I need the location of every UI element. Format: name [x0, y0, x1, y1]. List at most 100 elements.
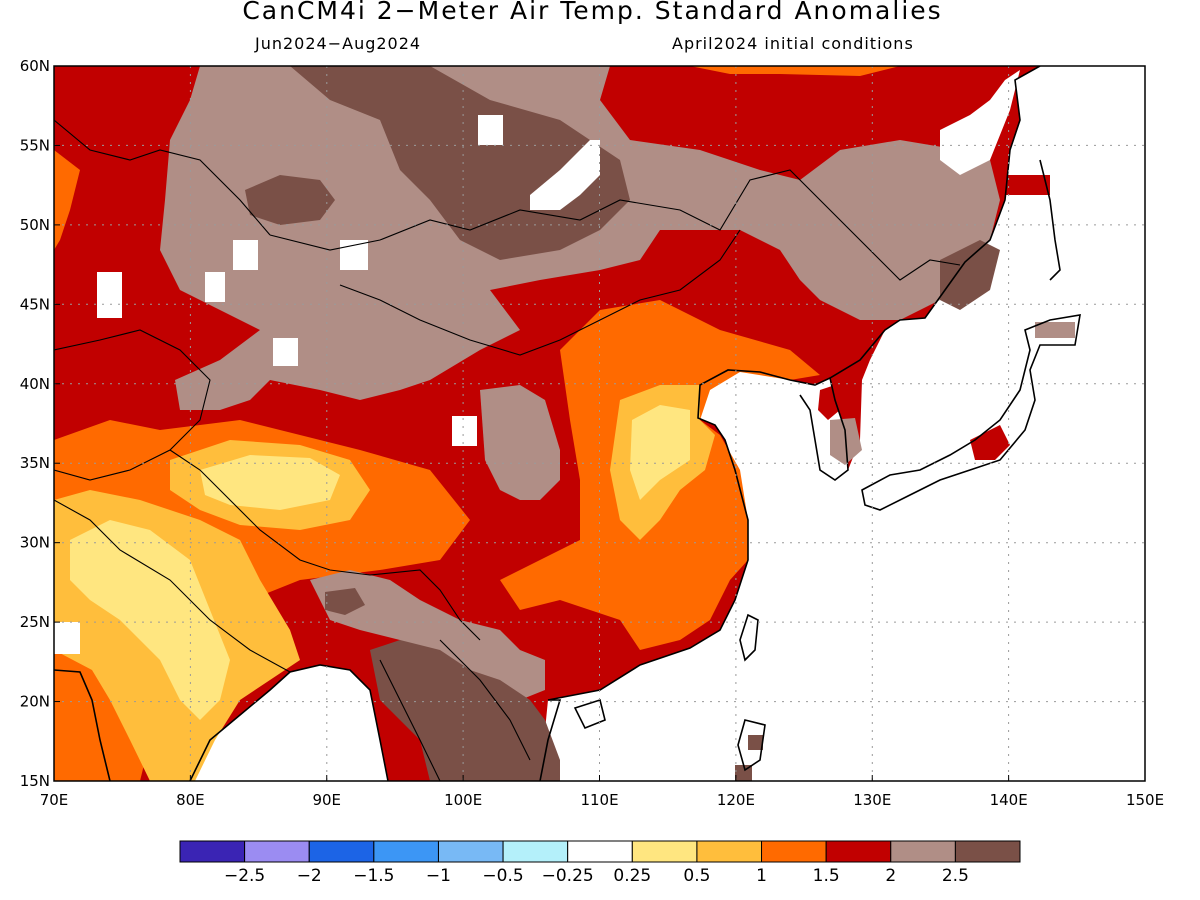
amur-mask: [940, 70, 1020, 175]
anomaly-field: [54, 66, 1145, 781]
coastline-taiwan: [739, 613, 759, 662]
colorbar-label: 0.25: [613, 866, 651, 886]
colorbar-label: −2: [297, 866, 322, 886]
lon-tick-label: 140E: [990, 791, 1028, 809]
colorbar-label: 2: [885, 866, 896, 886]
anomaly-region-darkbrown-taiwan: [748, 735, 763, 750]
colorbar-label: −0.5: [482, 866, 523, 886]
lake-mask: [478, 115, 503, 145]
coastline-china: [547, 66, 1041, 701]
colorbar-swatch: [437, 840, 504, 863]
anomaly-region-red-japan: [970, 425, 1010, 460]
colorbar-swatch: [761, 840, 827, 863]
colorbar-label: 0.5: [683, 866, 710, 886]
anomaly-region-red-sakhalin: [1000, 175, 1050, 195]
colorbar-swatch: [179, 840, 246, 863]
colorbar-swatch: [373, 840, 439, 863]
coastline-philippines: [737, 719, 766, 772]
lat-tick-label: 45N: [20, 295, 50, 313]
gridlines: [54, 66, 1145, 781]
colorbar-swatch: [308, 840, 375, 863]
lat-tick-label: 20N: [20, 693, 50, 711]
longitude-labels: 70E 80E 90E 100E 110E 120E 130E 140E 150E: [40, 775, 1164, 809]
colorbar-label: −1: [426, 866, 451, 886]
colorbar-swatch: [567, 840, 633, 863]
lon-tick-label: 120E: [717, 791, 755, 809]
border-central-asia: [54, 329, 211, 481]
lat-tick-label: 60N: [20, 57, 50, 75]
lat-tick-label: 30N: [20, 534, 50, 552]
lake-mask: [452, 416, 477, 446]
anomaly-region-darkbrown-kaz: [245, 175, 335, 225]
coastline-bay-of-bengal: [189, 664, 389, 781]
latitude-labels: 15N 20N 25N 30N 35N 40N 45N 50N 55N 60N: [20, 57, 60, 790]
map-title: CanCM4i 2−Meter Air Temp. Standard Anoma…: [242, 0, 943, 25]
anomaly-region-taupe-central: [480, 385, 560, 500]
colorbar-swatch: [244, 840, 310, 863]
anomaly-region-darkbrown-se-asia: [370, 640, 560, 781]
colorbar-swatch: [502, 840, 569, 863]
colorbar-swatch: [890, 840, 956, 863]
lon-tick-label: 90E: [312, 791, 341, 809]
border-himalaya: [169, 449, 481, 641]
colorbar-label: −2.5: [224, 866, 265, 886]
lake-mask: [205, 272, 225, 302]
anomaly-region-darkbrown-manchuria: [940, 240, 1000, 310]
coastlines: [54, 66, 1081, 781]
anomaly-region-yellow-china: [630, 405, 690, 500]
border-mongolia: [269, 169, 961, 281]
lon-tick-label: 80E: [176, 791, 205, 809]
colorbar-swatch: [696, 840, 763, 863]
lat-tick-label: 25N: [20, 613, 50, 631]
anomaly-region-taupe-hokkaido: [1035, 322, 1075, 338]
border-thailand: [439, 639, 531, 761]
country-borders: [54, 119, 961, 781]
coastline-hainan: [573, 698, 606, 730]
border-mongolia-south: [339, 229, 741, 356]
colorbar-swatch: [954, 840, 1021, 863]
anomaly-region-taupe-myanmar: [310, 570, 545, 700]
anomaly-region-yellow-tibet: [200, 455, 340, 510]
coastline-korea: [799, 377, 849, 481]
colorbar-label: −1.5: [353, 866, 394, 886]
coastline-indochina: [539, 699, 562, 781]
bay-of-bengal-mask: [190, 665, 388, 781]
colorbar-label: 2.5: [942, 866, 969, 886]
anomaly-region-orange-kaz: [54, 150, 80, 250]
colorbar-label: 1: [756, 866, 767, 886]
lat-tick-label: 15N: [20, 772, 50, 790]
border-myanmar: [379, 659, 441, 781]
lon-tick-label: 110E: [580, 791, 618, 809]
colorbar: −2.5 −2 −1.5 −1 −0.5 −0.25 0.25 0.5 1 1.5 2 2.5: [179, 840, 1021, 886]
colorbar-swatch: [825, 840, 892, 863]
initial-conditions-label: April2024 initial conditions: [672, 34, 914, 53]
forecast-period: Jun2024−Aug2024: [255, 34, 422, 53]
colorbar-label: 1.5: [813, 866, 840, 886]
baikal-mask: [530, 140, 600, 210]
lat-tick-label: 35N: [20, 454, 50, 472]
lake-mask: [233, 240, 258, 270]
border-kazakhstan: [54, 119, 271, 236]
colorbar-swatch: [631, 840, 698, 863]
lon-tick-label: 130E: [853, 791, 891, 809]
lat-tick-label: 55N: [20, 136, 50, 154]
lon-tick-label: 70E: [40, 791, 69, 809]
border-india: [54, 499, 291, 673]
lat-tick-label: 50N: [20, 216, 50, 234]
lake-mask: [54, 622, 80, 654]
anomaly-region-red-korea: [818, 385, 840, 420]
anomaly-region-darkbrown-bhutan: [325, 588, 365, 615]
lake-mask: [340, 240, 368, 270]
lat-tick-label: 40N: [20, 375, 50, 393]
lake-mask: [273, 338, 298, 366]
coastline-japan: [861, 314, 1081, 511]
lon-tick-label: 150E: [1126, 791, 1164, 809]
colorbar-label: −0.25: [542, 866, 594, 886]
coastline-india-west: [54, 669, 111, 781]
anomaly-region-orange-north: [690, 66, 900, 76]
lon-tick-label: 100E: [444, 791, 482, 809]
anomaly-region-darkbrown-mongolia: [290, 66, 630, 260]
coastline-sakhalin: [1039, 159, 1061, 281]
lake-mask: [97, 272, 122, 318]
